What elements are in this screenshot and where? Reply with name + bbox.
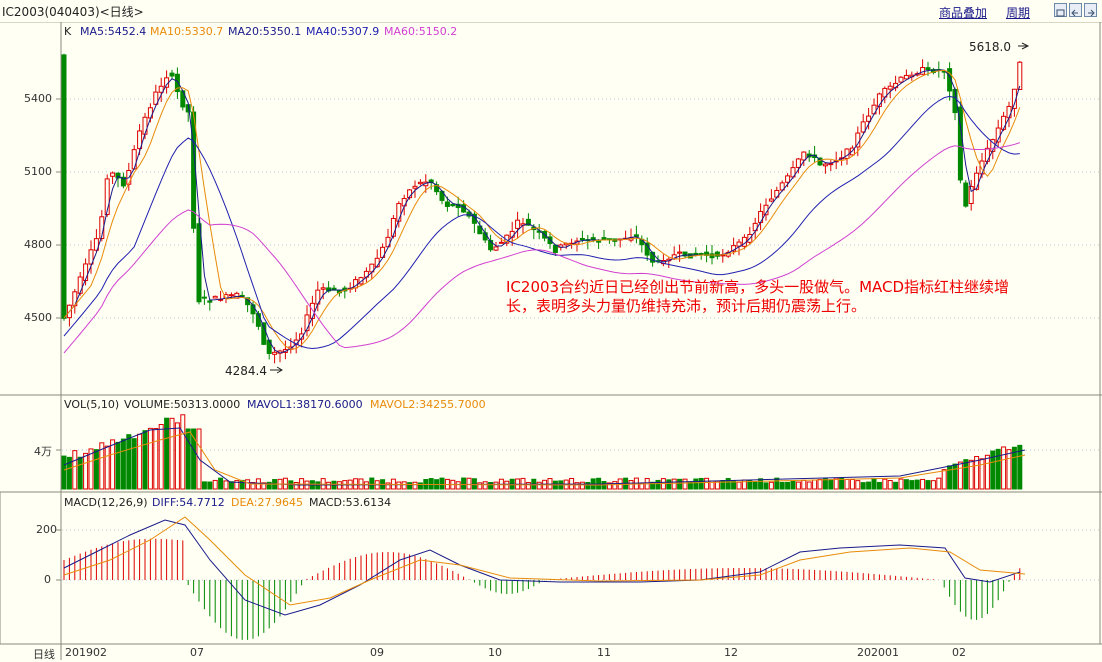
ma60-label: MA60:5150.2 xyxy=(384,25,458,38)
arrow-right-icon[interactable] xyxy=(1084,3,1097,17)
diff-value: DIFF:54.7712 xyxy=(152,496,225,509)
x-label-202001: 202001 xyxy=(857,646,899,659)
markers: 5618.0 4284.4 xyxy=(225,40,1030,378)
x-label-10: 10 xyxy=(488,646,502,659)
ma40-label: MA40:5307.9 xyxy=(306,25,380,38)
low-arrow-icon xyxy=(270,366,283,374)
y-tick-5400: 5400 xyxy=(24,92,52,105)
macd-histogram xyxy=(63,516,1026,640)
low-marker-label: 4284.4 xyxy=(225,364,267,378)
dea-value: DEA:27.9645 xyxy=(231,496,303,509)
mavol2-value: MAVOL2:34255.7000 xyxy=(370,398,486,411)
high-marker-label: 5618.0 xyxy=(969,40,1011,54)
volume-bars xyxy=(61,414,1026,490)
macd-prefix: MACD(12,26,9) xyxy=(64,496,148,509)
title-bar xyxy=(0,0,1102,23)
volume-value: VOLUME:50313.0000 xyxy=(124,398,241,411)
macd-y-tick-0: 0 xyxy=(44,573,51,586)
x-label-201902: 201902 xyxy=(65,646,107,659)
restore-icon[interactable] xyxy=(1054,3,1067,17)
period-link[interactable]: 周期 xyxy=(1006,6,1031,20)
macd-value: MACD:53.6134 xyxy=(309,496,392,509)
main-prefix: K xyxy=(64,25,72,38)
y-tick-5100: 5100 xyxy=(24,165,52,178)
y-tick-4500: 4500 xyxy=(24,311,52,324)
analysis-annotation: IC2003合约近日已经创出节前新高，多头一股做气。MACD指标红柱继续增长，表… xyxy=(506,278,1010,315)
x-label-02: 02 xyxy=(952,646,966,659)
y-tick-4800: 4800 xyxy=(24,238,52,251)
high-arrow-icon xyxy=(1018,42,1030,50)
window-title: IC2003(040403)<日线> xyxy=(2,5,144,19)
ma10-label: MA10:5330.7 xyxy=(150,25,224,38)
mavol1-value: MAVOL1:38170.6000 xyxy=(247,398,363,411)
arrow-left-icon[interactable] xyxy=(1069,3,1082,17)
x-label-12: 12 xyxy=(724,646,738,659)
period-label[interactable]: 日线 xyxy=(33,648,55,661)
grid-lines xyxy=(62,98,1099,581)
vol-prefix: VOL(5,10) xyxy=(64,398,120,411)
vol-y-tick: 4万 xyxy=(34,445,52,458)
macd-y-tick-200: 200 xyxy=(36,523,57,536)
x-label-11: 11 xyxy=(597,646,611,659)
ma20-label: MA20:5350.1 xyxy=(228,25,302,38)
x-label-07: 07 xyxy=(190,646,204,659)
panel-frame xyxy=(0,22,1102,660)
moving-average-lines xyxy=(63,69,1021,354)
overlay-link[interactable]: 商品叠加 xyxy=(939,6,988,20)
x-label-09: 09 xyxy=(370,646,384,659)
ma5-label: MA5:5452.4 xyxy=(80,25,147,38)
